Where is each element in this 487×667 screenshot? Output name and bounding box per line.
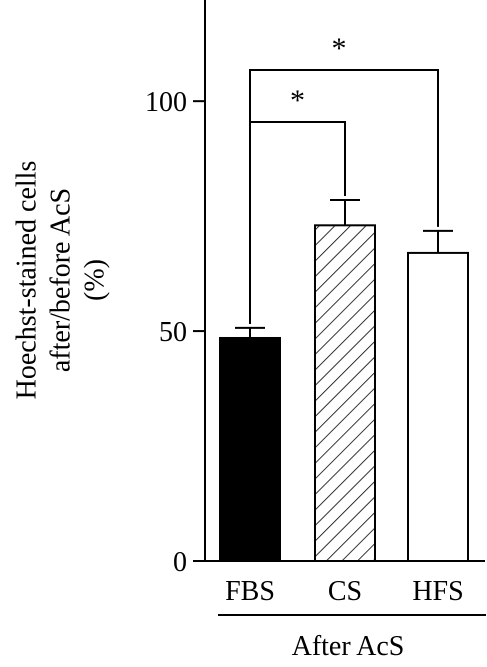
significance-star: * [290, 84, 305, 117]
group-label: After AcS [292, 631, 405, 662]
bars [219, 224, 469, 563]
y-axis-title-line: after/before AcS [46, 188, 77, 372]
y-axis-title-line: (%) [80, 259, 111, 301]
y-axis-title: Hoechst-stained cells after/before AcS (%) [12, 161, 111, 400]
y-tick-label: 50 [159, 317, 187, 348]
significance-bracket [249, 69, 439, 324]
y-tick-label: 0 [173, 547, 187, 578]
significance-brackets: ** [249, 32, 439, 324]
bar-cs [314, 224, 376, 562]
y-axis-title-line: Hoechst-stained cells [12, 161, 43, 400]
error-bars [235, 199, 453, 338]
x-category-labels: FBS CS HFS [225, 576, 464, 607]
bar-fbs [219, 336, 281, 563]
x-category-label: FBS [225, 576, 275, 607]
x-category-label: CS [328, 576, 362, 607]
significance-star: * [332, 32, 347, 65]
y-tick-label: 100 [145, 87, 187, 118]
bar-hfs [407, 251, 469, 562]
x-category-label: HFS [412, 576, 463, 607]
y-ticks: 0 50 100 [145, 87, 205, 578]
